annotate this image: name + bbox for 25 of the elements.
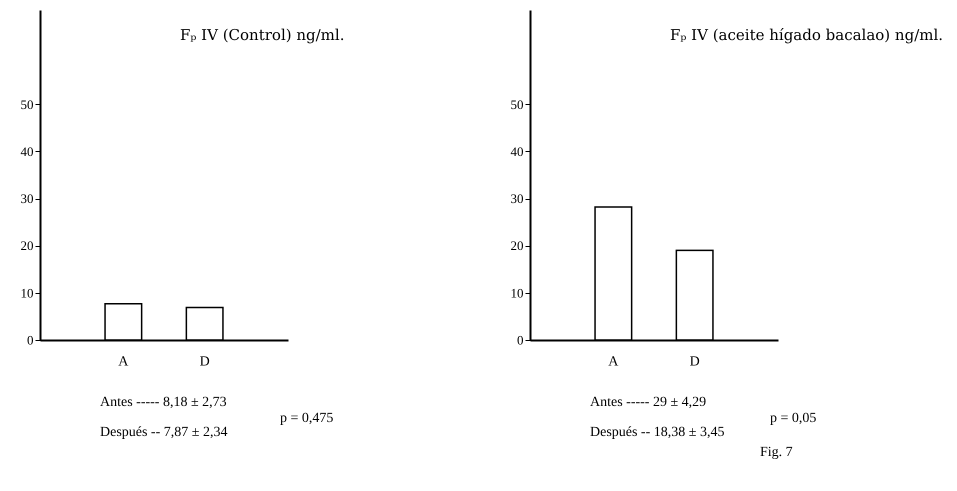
text: Después -- 7,87 ± 2,34 xyxy=(100,425,228,440)
y-tick-label: 10 xyxy=(20,285,34,300)
y-tick-label: 20 xyxy=(20,238,34,254)
caption: Fig. 7 xyxy=(760,445,793,460)
y-tick-label: 20 xyxy=(510,238,524,254)
text: Antes ----- 8,18 ± 2,73 xyxy=(100,395,227,410)
y-tick-label: 10 xyxy=(510,285,524,300)
y-tick-label: 30 xyxy=(510,191,524,206)
y-tick-label: 50 xyxy=(510,96,524,112)
text: Después -- 18,38 ± 3,45 xyxy=(590,425,724,440)
text: Fₚ IV (aceite hígado bacalao) ng/ml. xyxy=(670,26,944,44)
y-tick-label: 50 xyxy=(20,96,34,112)
y-tick-label: 40 xyxy=(510,144,524,159)
x-tick-label: A xyxy=(608,354,620,370)
y-tick-label: 0 xyxy=(517,332,524,348)
text: Antes ----- 29 ± 4,29 xyxy=(590,395,706,410)
x-tick-label: D xyxy=(200,354,210,370)
y-tick-label: 40 xyxy=(20,144,34,159)
x-tick-label: D xyxy=(690,354,700,370)
text: p = 0,475 xyxy=(280,411,334,426)
x-tick-label: A xyxy=(118,354,130,370)
text: Fₚ IV (Control) ng/ml. xyxy=(180,26,344,44)
y-tick-label: 30 xyxy=(20,191,34,206)
y-tick-label: 0 xyxy=(27,332,34,348)
text: p = 0,05 xyxy=(770,411,816,426)
